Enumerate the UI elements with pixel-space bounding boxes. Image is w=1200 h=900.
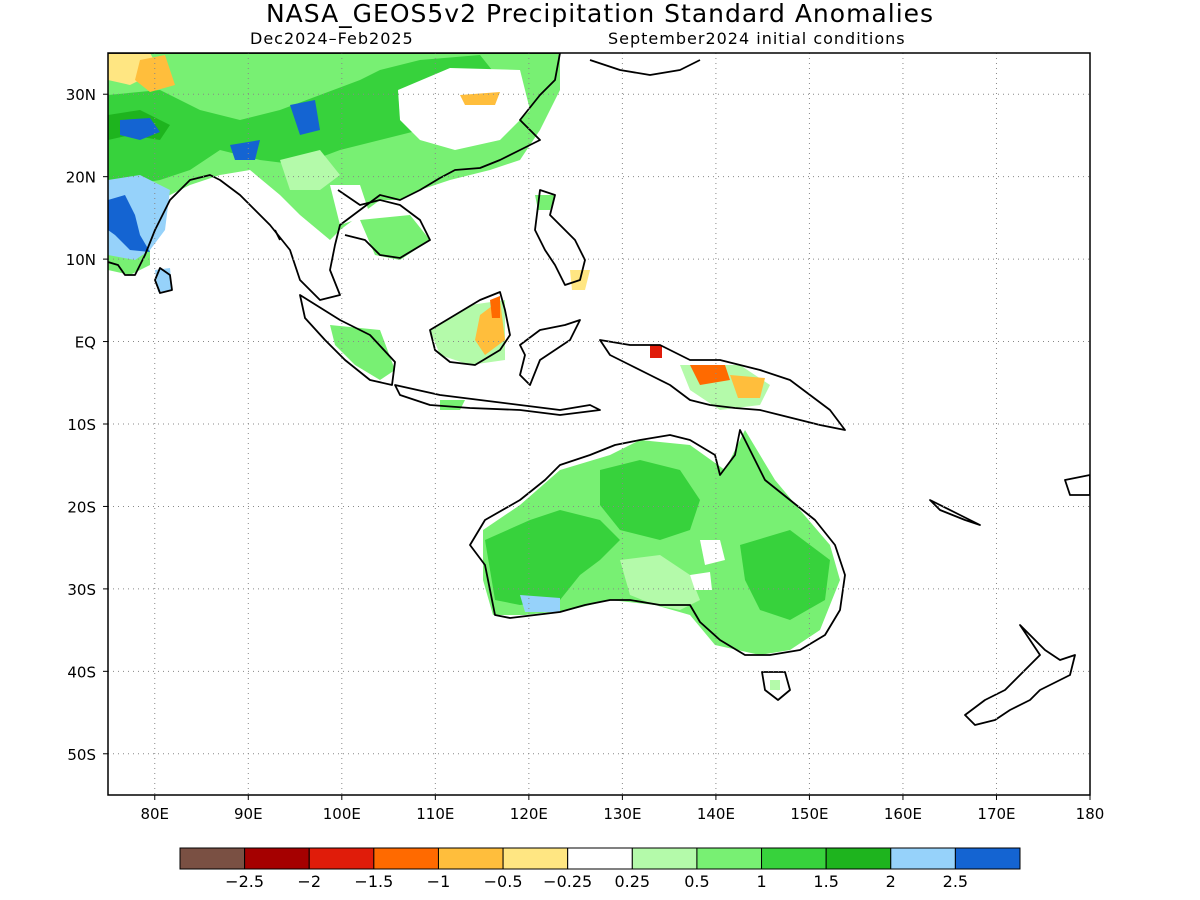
lon-tick-label: 150E	[790, 805, 828, 823]
colorbar-swatch	[825, 847, 892, 870]
colorbar-label: −1.5	[354, 872, 393, 891]
colorbar: −2.5 −2 −1.5 −1 −0.5 −0.25 0.25 0.5 1 1.5 2 2.5	[179, 847, 1021, 891]
colorbar-swatch	[244, 847, 310, 870]
forecast-period: Dec2024–Feb2025	[250, 29, 414, 48]
lat-tick-label: 40S	[67, 663, 96, 681]
graticule	[108, 53, 1090, 795]
colorbar-label: −0.5	[484, 872, 523, 891]
maritime-anomaly-shading	[330, 195, 770, 410]
lat-tick-label: 10N	[66, 251, 96, 269]
colorbar-label: −0.25	[543, 872, 592, 891]
colorbar-swatch	[567, 847, 633, 870]
lon-tick-label: 140E	[697, 805, 735, 823]
colorbar-swatch	[179, 847, 246, 870]
lon-tick-label: 110E	[416, 805, 454, 823]
colorbar-swatch	[308, 847, 375, 870]
colorbar-swatch	[373, 847, 439, 870]
australia-anomaly-shading	[483, 430, 840, 690]
lat-tick-label: 50S	[67, 746, 96, 764]
axis-labels: 80E 90E 100E 110E 120E 130E 140E 150E 160E 170E 18…	[66, 86, 1105, 823]
lon-tick-label: 120E	[510, 805, 548, 823]
colorbar-swatch	[761, 847, 827, 870]
lon-tick-label: 80E	[140, 805, 169, 823]
map-title: NASA_GEOS5v2 Precipitation Standard Anom…	[265, 0, 935, 28]
lon-tick-label: 160E	[884, 805, 922, 823]
colorbar-swatch	[631, 847, 698, 870]
colorbar-label: −1	[427, 872, 451, 891]
lat-tick-label: 20S	[67, 498, 96, 516]
lon-tick-label: 130E	[603, 805, 641, 823]
colorbar-label: −2.5	[225, 872, 264, 891]
colorbar-swatch	[696, 847, 763, 870]
lat-tick-label: 20N	[66, 169, 96, 187]
initial-conditions: September2024 initial conditions	[608, 29, 906, 48]
colorbar-label: 0.25	[614, 872, 650, 891]
colorbar-label: 0.5	[684, 872, 709, 891]
lat-tick-label: 30S	[67, 581, 96, 599]
colorbar-label: −2	[297, 872, 321, 891]
colorbar-label: 1.5	[813, 872, 838, 891]
lon-tick-label: 180	[1076, 805, 1105, 823]
coastlines	[108, 53, 1090, 726]
lat-tick-label: 30N	[66, 86, 96, 104]
colorbar-swatch	[437, 847, 504, 870]
lon-tick-label: 100E	[323, 805, 361, 823]
colorbar-swatch	[502, 847, 569, 870]
lon-tick-label: 90E	[234, 805, 263, 823]
asia-anomaly-shading	[108, 53, 560, 292]
lon-tick-label: 170E	[977, 805, 1015, 823]
lat-tick-label: 10S	[67, 416, 96, 434]
colorbar-label: 2	[886, 872, 896, 891]
colorbar-swatch	[890, 847, 956, 870]
lat-tick-label: EQ	[75, 334, 96, 352]
colorbar-label: 2.5	[943, 872, 968, 891]
colorbar-swatch	[954, 847, 1021, 870]
colorbar-label: 1	[756, 872, 766, 891]
